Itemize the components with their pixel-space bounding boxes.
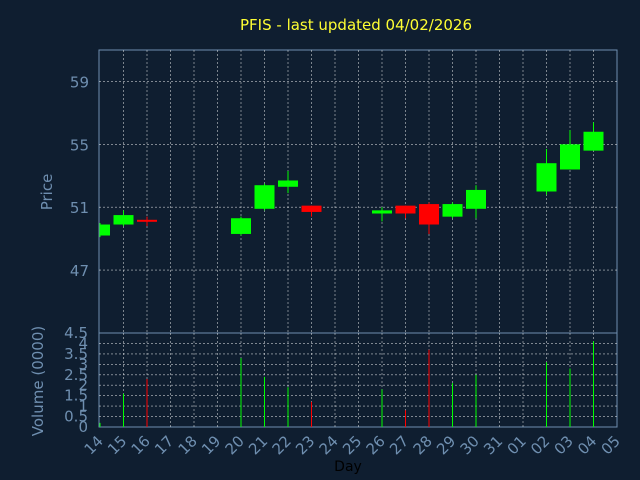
x-tick-label: 30 xyxy=(457,432,483,458)
candle-body xyxy=(372,210,392,214)
x-axis-label: Day xyxy=(334,459,362,475)
price-axis-label: Price xyxy=(38,174,56,211)
x-tick-label: 26 xyxy=(363,432,389,458)
volume-panel: 00.511.522.533.544.5 xyxy=(64,324,618,436)
x-tick-label: 01 xyxy=(504,432,530,458)
x-tick-label: 16 xyxy=(128,432,154,458)
x-tick-label: 20 xyxy=(222,432,248,458)
price-tick-label: 51 xyxy=(70,199,89,217)
candle-body xyxy=(419,204,439,225)
x-tick-label: 18 xyxy=(175,432,201,458)
x-tick-label: 22 xyxy=(269,432,295,458)
candle-body xyxy=(254,185,275,209)
candle-body xyxy=(113,215,134,225)
volume-tick-label: 1 xyxy=(78,397,88,415)
volume-grid xyxy=(99,333,617,427)
volume-axis-ticks: 00.511.522.533.544.5 xyxy=(64,324,88,436)
price-tick-label: 47 xyxy=(70,262,89,280)
x-tick-label: 28 xyxy=(410,432,436,458)
price-tick-label: 55 xyxy=(70,136,89,154)
candles xyxy=(99,122,604,238)
x-tick-label: 14 xyxy=(81,432,107,458)
volume-tick-label: 1.5 xyxy=(64,387,88,405)
x-tick-label: 15 xyxy=(104,432,130,458)
volume-tick-label: 3 xyxy=(78,355,88,373)
volume-bars xyxy=(99,341,594,427)
x-tick-label: 19 xyxy=(198,432,224,458)
volume-plot-frame xyxy=(98,332,618,428)
candle-body xyxy=(536,163,557,192)
price-tick-label: 59 xyxy=(70,73,89,91)
candle-body xyxy=(137,219,157,222)
volume-tick-label: 0 xyxy=(78,418,88,436)
candle-body xyxy=(301,205,322,212)
candle-body xyxy=(560,144,580,170)
x-tick-label: 24 xyxy=(316,432,342,458)
volume-tick-label: 0.5 xyxy=(64,408,88,426)
x-tick-label: 23 xyxy=(292,432,318,458)
volume-tick-label: 2.5 xyxy=(64,366,88,384)
x-tick-label: 17 xyxy=(151,432,177,458)
volume-tick-label: 2 xyxy=(78,376,88,394)
candle-body xyxy=(231,218,251,234)
price-axis-ticks: 47 51 55 59 xyxy=(70,73,89,280)
x-tick-label: 03 xyxy=(551,432,577,458)
x-axis-ticks: 1415161718192021222324252627282930310102… xyxy=(81,432,624,458)
volume-tick-label: 4.5 xyxy=(64,324,88,342)
x-tick-label: 25 xyxy=(339,432,365,458)
candle-body xyxy=(278,180,298,187)
x-tick-label: 31 xyxy=(480,432,506,458)
candle-body xyxy=(583,131,604,151)
x-tick-label: 05 xyxy=(598,432,624,458)
volume-tick-label: 4 xyxy=(78,334,88,352)
chart-title: PFIS - last updated 04/02/2026 xyxy=(240,16,472,34)
candle-body xyxy=(395,205,416,214)
price-panel: 47 51 55 59 xyxy=(70,49,618,334)
x-tick-label: 27 xyxy=(386,432,412,458)
volume-tick-label: 3.5 xyxy=(64,345,88,363)
volume-axis-label: Volume (0000) xyxy=(29,326,47,436)
candle-body xyxy=(442,204,463,217)
candle-body xyxy=(466,189,486,209)
x-tick-label: 29 xyxy=(433,432,459,458)
x-tick-label: 02 xyxy=(527,432,553,458)
x-tick-label: 04 xyxy=(574,432,600,458)
x-tick-label: 21 xyxy=(245,432,271,458)
candle-body xyxy=(100,224,110,236)
